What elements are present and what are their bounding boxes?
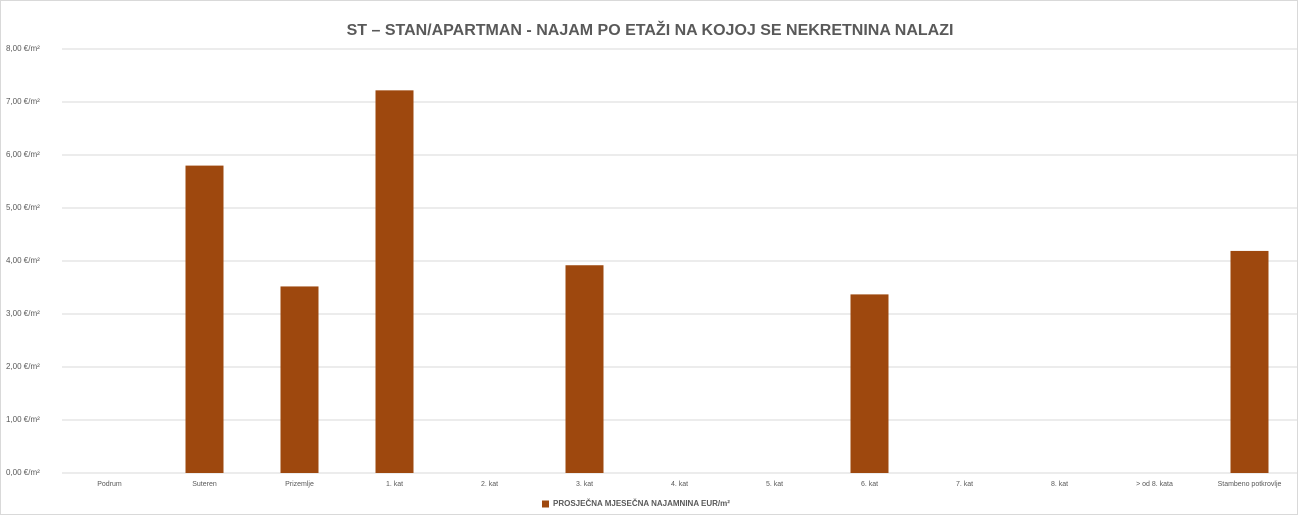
x-tick-label: 2. kat	[481, 481, 498, 488]
chart-title: ST – STAN/APARTMAN - NAJAM PO ETAŽI NA K…	[347, 20, 954, 39]
x-tick-label: 7. kat	[956, 481, 973, 488]
x-tick-label: 3. kat	[576, 481, 593, 488]
y-tick-label: 4,00 €/m²	[6, 256, 40, 265]
y-tick-label: 1,00 €/m²	[6, 415, 40, 424]
bar	[280, 286, 319, 473]
x-tick-label: Suteren	[192, 481, 217, 488]
x-tick-label: 1. kat	[386, 481, 403, 488]
x-tick-label: 5. kat	[766, 481, 783, 488]
bar	[565, 265, 604, 473]
x-tick-label: Podrum	[97, 481, 122, 488]
bar	[850, 294, 889, 473]
bar	[185, 165, 224, 473]
bar	[375, 90, 414, 473]
y-tick-label: 0,00 €/m²	[6, 468, 40, 477]
y-tick-label: 3,00 €/m²	[6, 309, 40, 318]
x-tick-label: Stambeno potkrovlje	[1218, 481, 1282, 488]
x-tick-label: 6. kat	[861, 481, 878, 488]
x-tick-label: 8. kat	[1051, 481, 1068, 488]
x-tick-label: 4. kat	[671, 481, 688, 488]
y-tick-label: 5,00 €/m²	[6, 203, 40, 212]
x-tick-label: > od 8. kata	[1136, 481, 1173, 488]
y-tick-label: 7,00 €/m²	[6, 97, 40, 106]
bar	[1230, 250, 1269, 473]
legend-label: PROSJEČNA MJESEČNA NAJAMNINA EUR/m²	[553, 499, 730, 508]
y-tick-label: 8,00 €/m²	[6, 44, 40, 53]
legend-swatch	[542, 500, 549, 508]
x-tick-label: Prizemlje	[285, 481, 314, 488]
y-tick-label: 6,00 €/m²	[6, 150, 40, 159]
y-tick-label: 2,00 €/m²	[6, 362, 40, 371]
